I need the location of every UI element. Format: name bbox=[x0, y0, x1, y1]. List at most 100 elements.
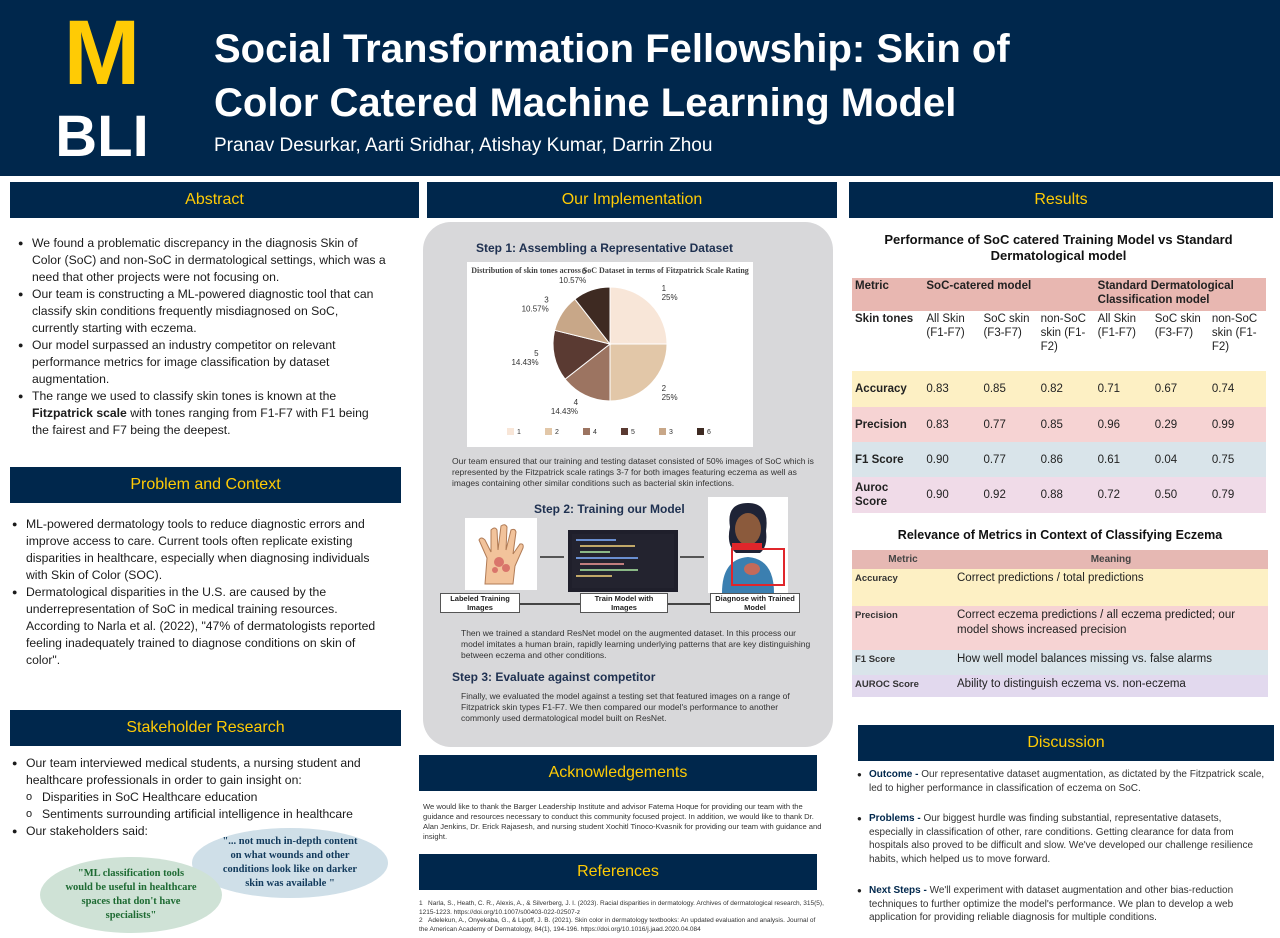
stakeholder-intro: Our team interviewed medical students, a… bbox=[26, 756, 361, 787]
quote-bubble-1: "ML classification tools would be useful… bbox=[40, 857, 222, 933]
relevance-metric: F1 Score bbox=[852, 650, 954, 675]
cell: 0.83 bbox=[923, 371, 981, 407]
pipeline-label-1: Labeled Training Images bbox=[440, 593, 520, 613]
relevance-row: Accuracy Correct predictions / total pre… bbox=[852, 569, 1268, 606]
discussion-text: Our representative dataset augmentation,… bbox=[869, 769, 1265, 794]
pie-category-label: 3 bbox=[544, 295, 549, 304]
reference-item: 1 Narla, S., Heath, C. R., Alexis, A., &… bbox=[419, 900, 824, 916]
cell: 0.04 bbox=[1151, 442, 1209, 477]
cell: 0.77 bbox=[980, 442, 1038, 477]
cell: 0.85 bbox=[1037, 407, 1095, 442]
discussion-heading: Discussion bbox=[858, 725, 1274, 761]
results-header-row: Metric SoC-catered model Standard Dermat… bbox=[852, 278, 1266, 311]
pie-value-label: 14.43% bbox=[511, 358, 538, 367]
pipeline-label-3: Diagnose with Trained Model bbox=[710, 593, 800, 613]
subcol: non-SoC skin (F1-F2) bbox=[1037, 311, 1095, 371]
stakeholder-list: Our team interviewed medical students, a… bbox=[12, 755, 397, 840]
laptop-code-image bbox=[568, 530, 678, 592]
pie-value-label: 25% bbox=[662, 293, 678, 302]
relevance-row: F1 Score How well model balances missing… bbox=[852, 650, 1268, 675]
step2-text: Then we trained a standard ResNet model … bbox=[461, 628, 811, 660]
abstract-item-fitzpatrick: The range we used to classify skin tones… bbox=[18, 388, 388, 439]
cell: 0.50 bbox=[1151, 477, 1209, 513]
stakeholder-heading: Stakeholder Research bbox=[10, 710, 401, 746]
stakeholder-item: Our stakeholders said: bbox=[12, 823, 397, 840]
results-row-accuracy: Accuracy 0.83 0.85 0.82 0.71 0.67 0.74 bbox=[852, 371, 1266, 407]
legend-swatch bbox=[507, 428, 514, 435]
pie-value-label: 10.57% bbox=[522, 304, 549, 313]
acknowledgements-heading: Acknowledgements bbox=[419, 755, 817, 791]
relevance-col-meaning: Meaning bbox=[954, 550, 1268, 569]
discussion-item-next-steps: Next Steps - We'll experiment with datas… bbox=[857, 884, 1267, 925]
references-list: 1 Narla, S., Heath, C. R., Alexis, A., &… bbox=[419, 900, 824, 934]
cell: 0.83 bbox=[923, 407, 981, 442]
stakeholder-subitem: Sentiments surrounding artificial intell… bbox=[26, 806, 397, 823]
discussion-label: Outcome - bbox=[869, 769, 922, 780]
cell: 0.96 bbox=[1094, 407, 1152, 442]
poster-title: Social Transformation Fellowship: Skin o… bbox=[214, 22, 1264, 130]
cell: 0.85 bbox=[980, 371, 1038, 407]
legend-label: 5 bbox=[631, 429, 635, 436]
relevance-row: AUROC Score Ability to distinguish eczem… bbox=[852, 675, 1268, 697]
skin-tones-label: Skin tones bbox=[852, 311, 924, 371]
results-table: Metric SoC-catered model Standard Dermat… bbox=[852, 278, 1266, 513]
pie-category-label: 1 bbox=[662, 284, 667, 293]
reference-text: Adelekun, A., Onyekaba, G., & Lipoff, J.… bbox=[419, 917, 816, 933]
implementation-heading: Our Implementation bbox=[427, 182, 837, 218]
problem-heading: Problem and Context bbox=[10, 467, 401, 503]
legend-swatch bbox=[545, 428, 552, 435]
legend-swatch bbox=[621, 428, 628, 435]
pipeline-connector bbox=[668, 603, 710, 605]
references-heading: References bbox=[419, 854, 817, 890]
discussion-label: Problems - bbox=[869, 813, 924, 824]
abstract-item: Our model surpassed an industry competit… bbox=[18, 337, 388, 388]
title-line-2: Color Catered Machine Learning Model bbox=[214, 81, 957, 125]
col-group-soc: SoC-catered model bbox=[923, 278, 1095, 311]
pie-category-label: 6 bbox=[582, 267, 587, 276]
fitzpatrick-term: Fitzpatrick scale bbox=[32, 406, 127, 420]
cell: 0.75 bbox=[1208, 442, 1266, 477]
discussion-text: Our biggest hurdle was finding substanti… bbox=[869, 813, 1253, 865]
row-metric: Auroc Score bbox=[852, 477, 924, 513]
step3-title: Step 3: Evaluate against competitor bbox=[452, 670, 656, 684]
subcol: All Skin (F1-F7) bbox=[923, 311, 981, 371]
problem-list: ML-powered dermatology tools to reduce d… bbox=[12, 516, 382, 669]
relevance-row: Precision Correct eczema predictions / a… bbox=[852, 606, 1268, 650]
pipeline-label-2: Train Model with Images bbox=[580, 593, 668, 613]
cell: 0.92 bbox=[980, 477, 1038, 513]
authors: Pranav Desurkar, Aarti Sridhar, Atishay … bbox=[214, 135, 713, 156]
reference-text: Narla, S., Heath, C. R., Alexis, A., & S… bbox=[419, 900, 824, 916]
pie-chart-title: Distribution of skin tones across SoC Da… bbox=[471, 266, 749, 275]
poster-header: M BLI Social Transformation Fellowship: … bbox=[0, 0, 1280, 176]
cell: 0.86 bbox=[1037, 442, 1095, 477]
pipeline-arrow bbox=[540, 556, 564, 558]
results-row-f1: F1 Score 0.90 0.77 0.86 0.61 0.04 0.75 bbox=[852, 442, 1266, 477]
legend-label: 6 bbox=[707, 429, 711, 436]
pie-slice-2 bbox=[609, 343, 668, 402]
pie-category-label: 5 bbox=[534, 349, 539, 358]
cell: 0.88 bbox=[1037, 477, 1095, 513]
cell: 0.77 bbox=[980, 407, 1038, 442]
step2-title: Step 2: Training our Model bbox=[534, 502, 685, 516]
subcol: All Skin (F1-F7) bbox=[1094, 311, 1152, 371]
relevance-table: Metric Meaning Accuracy Correct predicti… bbox=[852, 550, 1268, 697]
problem-item: ML-powered dermatology tools to reduce d… bbox=[12, 516, 382, 584]
legend-swatch bbox=[697, 428, 704, 435]
row-metric: Accuracy bbox=[852, 371, 924, 407]
discussion-item-outcome: Outcome - Our representative dataset aug… bbox=[857, 768, 1267, 795]
cell: 0.99 bbox=[1208, 407, 1266, 442]
legend-label: 1 bbox=[517, 429, 521, 436]
diagnose-person-image bbox=[708, 497, 788, 593]
abstract-item: We found a problematic discrepancy in th… bbox=[18, 235, 388, 286]
relevance-metric: AUROC Score bbox=[852, 675, 954, 697]
relevance-col-metric: Metric bbox=[852, 550, 954, 569]
cell: 0.72 bbox=[1094, 477, 1152, 513]
step1-text: Our team ensured that our training and t… bbox=[452, 456, 814, 488]
pie-chart: 125%225%414.43%514.43%310.57%610.57%1 2 4 5… bbox=[507, 267, 711, 436]
results-subheader-row: Skin tones All Skin (F1-F7) SoC skin (F3… bbox=[852, 311, 1266, 371]
cell: 0.71 bbox=[1094, 371, 1152, 407]
relevance-metric: Precision bbox=[852, 606, 954, 650]
results-row-precision: Precision 0.83 0.77 0.85 0.96 0.29 0.99 bbox=[852, 407, 1266, 442]
row-metric: F1 Score bbox=[852, 442, 924, 477]
abstract-item: Our team is constructing a ML-powered di… bbox=[18, 286, 388, 337]
